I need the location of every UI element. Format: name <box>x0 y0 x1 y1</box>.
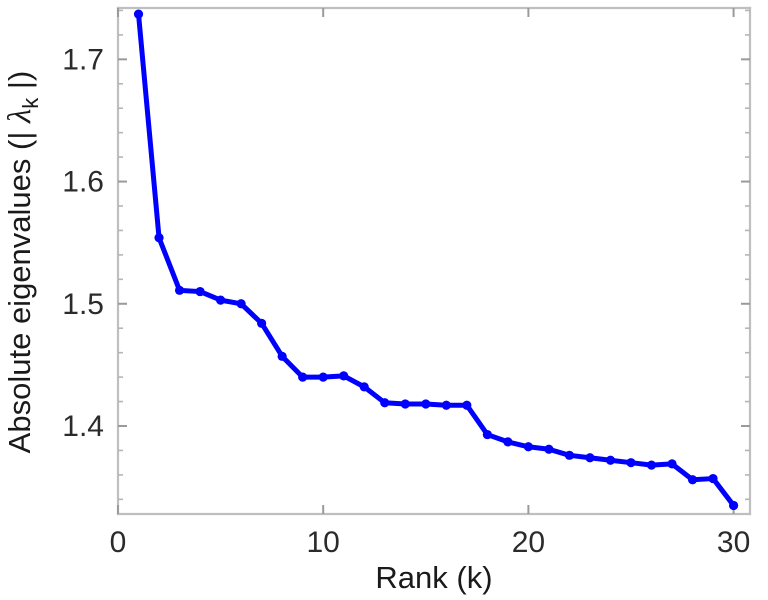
x-axis-title: Rank (k) <box>375 560 492 595</box>
data-point <box>462 400 472 410</box>
x-axis-tick-labels: 0 10 20 30 <box>110 526 751 559</box>
y-axis-ticks <box>118 9 750 501</box>
x-tick-label: 10 <box>307 526 340 559</box>
data-point <box>503 437 513 447</box>
y-tick-label: 1.5 <box>62 288 104 321</box>
data-point <box>441 400 451 410</box>
axes-frame <box>116 6 752 516</box>
y-axis-title-prefix: Absolute eigenvalues (| <box>2 123 37 453</box>
data-point <box>605 455 616 465</box>
data-point <box>646 460 657 470</box>
y-axis-tick-labels: 1.4 1.5 1.6 1.7 <box>62 43 104 443</box>
data-point <box>257 318 267 328</box>
data-point <box>544 444 554 454</box>
series-markers <box>133 9 739 511</box>
y-tick-label: 1.7 <box>62 43 104 76</box>
data-point <box>195 286 205 297</box>
y-tick-label: 1.6 <box>62 166 104 199</box>
plot-area-background <box>118 8 750 514</box>
data-point <box>133 9 144 19</box>
data-point <box>400 399 410 409</box>
data-point <box>277 351 287 361</box>
data-point <box>687 475 698 485</box>
svg-text:Absolute eigenvalues (| λk |): Absolute eigenvalues (| λk |) <box>2 71 43 454</box>
x-tick-label: 30 <box>717 526 750 559</box>
data-point <box>236 299 246 309</box>
data-point <box>339 371 349 381</box>
data-point <box>154 233 164 243</box>
data-point <box>298 372 308 382</box>
data-point <box>523 442 533 452</box>
y-axis-title: Absolute eigenvalues (| λk |) <box>2 71 43 454</box>
data-point <box>421 399 431 409</box>
data-point <box>708 473 718 484</box>
data-point <box>318 372 328 382</box>
data-point <box>585 453 595 463</box>
x-tick-label: 0 <box>110 526 127 559</box>
data-point <box>216 295 226 305</box>
data-series-group <box>133 9 739 511</box>
data-point <box>380 398 390 408</box>
y-axis-title-lambda: λ <box>2 109 38 124</box>
data-point <box>482 429 492 440</box>
data-point <box>564 450 575 460</box>
y-axis-title-subscript: k <box>18 97 43 109</box>
x-tick-label: 20 <box>512 526 545 559</box>
data-point <box>626 458 636 468</box>
data-point <box>174 285 185 295</box>
x-axis-ticks <box>117 8 735 514</box>
y-tick-label: 1.4 <box>62 410 104 443</box>
y-axis-title-suffix: |) <box>2 71 37 98</box>
data-point <box>728 500 739 511</box>
data-point <box>359 382 369 392</box>
data-point <box>667 459 677 469</box>
